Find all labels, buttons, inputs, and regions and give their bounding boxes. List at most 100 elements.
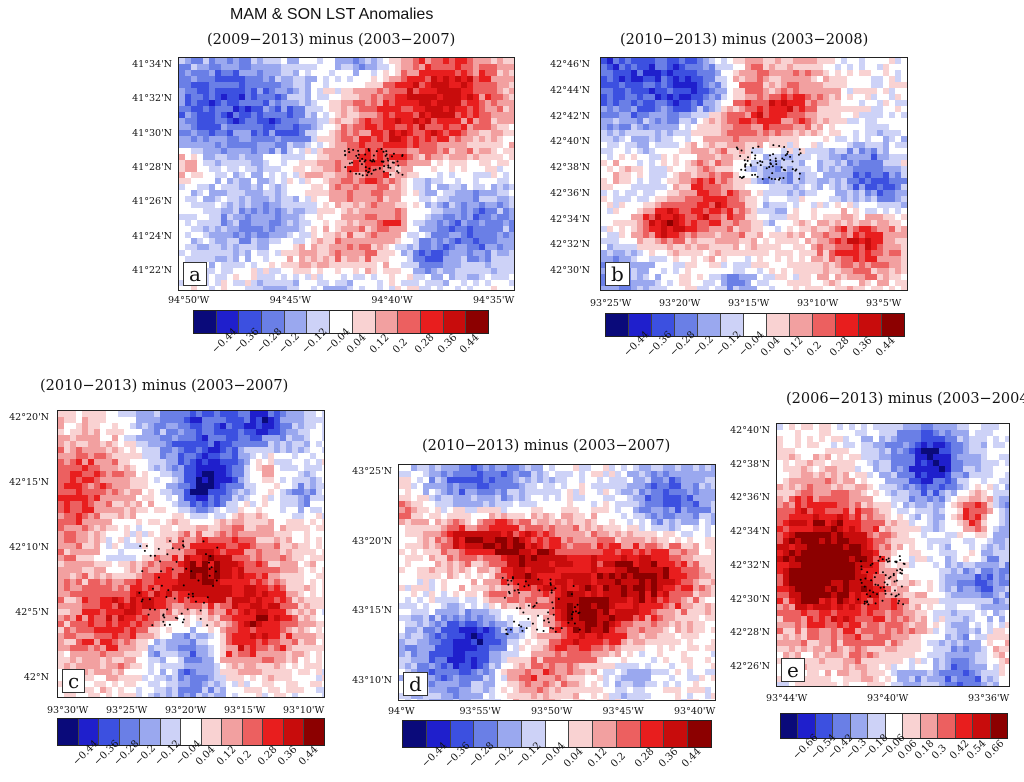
heat-cell [811,238,818,245]
heat-cell [763,202,770,209]
heat-cell [245,226,252,233]
heat-cell [172,459,179,466]
heat-cell [805,172,812,179]
heat-cell [233,232,240,239]
heat-cell [625,256,632,263]
heat-cell [341,196,348,203]
heat-cell [245,190,252,197]
heat-cell [197,208,204,215]
heat-cell [443,232,450,239]
heat-cell [383,286,390,290]
heat-cell [607,178,614,185]
heat-cell [763,58,770,65]
heat-cell [209,106,216,113]
heat-cell [649,280,656,287]
heat-cell [281,226,288,233]
heat-cell [625,142,632,149]
heat-cell [293,262,300,269]
heat-cell [503,190,510,197]
heat-cell [643,196,650,203]
heat-cell [209,208,216,215]
heat-cell [739,142,746,149]
heat-cell [661,238,668,245]
heat-cell [239,280,246,287]
heat-cell [631,238,638,245]
heat-cell [190,441,197,448]
heat-cell [841,58,848,65]
heat-cell [491,232,498,239]
heat-cell [883,208,890,215]
heat-cell [467,250,474,257]
heat-cell [667,232,674,239]
heat-cell [172,411,179,418]
heat-cell [817,154,824,161]
heat-cell [479,184,486,191]
heat-cell [491,76,498,83]
heat-cell [631,112,638,119]
heat-cell [443,130,450,137]
heat-cell [311,214,318,221]
heat-cell [479,148,486,155]
heat-cell [311,286,318,290]
heat-cell [316,447,323,454]
heat-cell [353,286,360,290]
heat-cell [269,118,276,125]
heat-cell [407,268,414,275]
heat-cell [238,417,245,424]
heat-cell [268,465,275,472]
heat-cell [197,214,204,221]
heat-cell [395,202,402,209]
heat-cell [239,94,246,101]
heat-cell [251,238,258,245]
heat-cell [745,250,752,257]
heat-cell [619,130,626,137]
heat-cell [509,268,514,275]
heat-cell [202,459,209,466]
heat-cell [160,435,167,442]
heat-cell [58,459,65,466]
heat-cell [323,286,330,290]
heat-cell [745,280,752,287]
heat-cell [293,208,300,215]
heat-cell [413,172,420,179]
heat-cell [601,274,608,281]
heat-cell [709,238,716,245]
heat-cell [203,82,210,89]
heat-cell [317,190,324,197]
heat-cell [383,82,390,89]
heat-cell [299,160,306,167]
heat-cell [341,256,348,263]
heat-cell [625,286,632,290]
heat-cell [673,70,680,77]
heat-cell [631,286,638,290]
heat-cell [268,447,275,454]
heat-cell [473,70,480,77]
heat-cell [485,262,492,269]
heat-cell [667,184,674,191]
heat-cell [829,208,836,215]
heat-cell [437,124,444,131]
heat-cell [389,94,396,101]
heat-cell [275,280,282,287]
heat-cell [179,112,186,119]
heat-cell [853,190,860,197]
heat-cell [341,190,348,197]
heat-cell [203,64,210,71]
colorbar-swatch [675,314,698,336]
heat-cell [733,82,740,89]
heat-cell [233,118,240,125]
heat-cell [613,220,620,227]
heat-cell [221,142,228,149]
significance-dot [768,154,771,157]
heat-cell [142,465,149,472]
heat-cell [703,64,710,71]
heat-cell [239,178,246,185]
heat-cell [64,441,71,448]
heat-cell [697,64,704,71]
heat-cell [191,64,198,71]
heat-cell [335,118,342,125]
heat-cell [389,286,396,290]
heat-cell [613,94,620,101]
panel-a-colorbar [193,310,489,334]
heat-cell [649,94,656,101]
